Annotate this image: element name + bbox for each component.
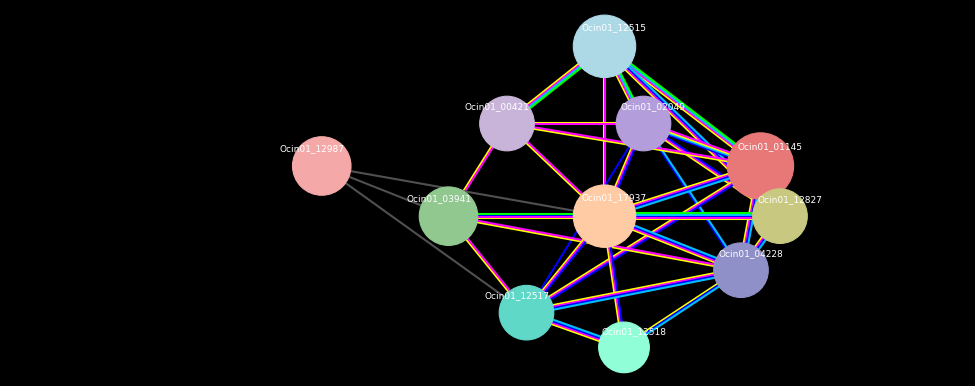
Text: Ocin01_01145: Ocin01_01145 (738, 142, 802, 151)
Ellipse shape (573, 15, 636, 78)
Text: Ocin01_12515: Ocin01_12515 (582, 23, 646, 32)
Ellipse shape (753, 189, 807, 244)
Ellipse shape (499, 285, 554, 340)
Ellipse shape (292, 137, 351, 195)
Text: Ocin01_03941: Ocin01_03941 (407, 194, 471, 203)
Text: Ocin01_12517: Ocin01_12517 (485, 291, 549, 300)
Text: Ocin01_17937: Ocin01_17937 (582, 193, 646, 202)
Ellipse shape (573, 185, 636, 247)
Text: Ocin01_12987: Ocin01_12987 (280, 144, 344, 153)
Text: Ocin01_00421: Ocin01_00421 (465, 102, 529, 111)
Text: Ocin01_02049: Ocin01_02049 (621, 102, 685, 111)
Text: Ocin01_12827: Ocin01_12827 (758, 195, 822, 204)
Text: Ocin01_12518: Ocin01_12518 (602, 327, 666, 336)
Ellipse shape (616, 96, 671, 151)
Ellipse shape (727, 133, 794, 199)
Ellipse shape (714, 243, 768, 298)
Ellipse shape (599, 322, 649, 373)
Text: Ocin01_04228: Ocin01_04228 (719, 249, 783, 258)
Ellipse shape (480, 96, 534, 151)
Ellipse shape (419, 187, 478, 245)
